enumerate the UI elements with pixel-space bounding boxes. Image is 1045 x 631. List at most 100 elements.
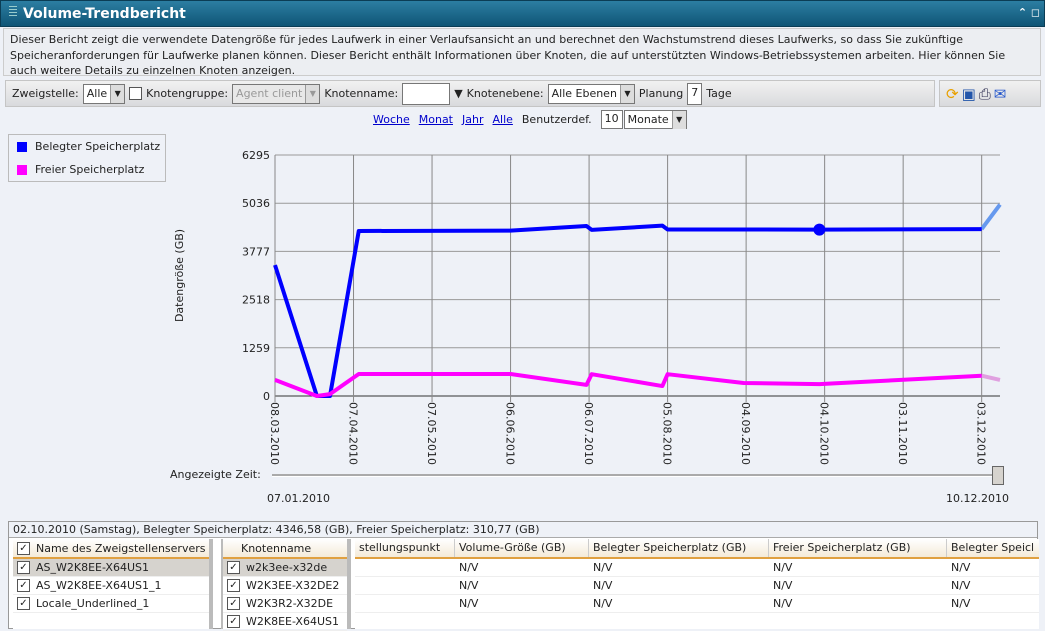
node-name: W2K3EE-X32DE2 <box>246 579 340 592</box>
server-checkbox[interactable]: ✓ <box>17 597 30 610</box>
details-cell: N/V <box>951 579 971 592</box>
zweigstelle-select[interactable]: Alle ▼ <box>82 83 126 104</box>
node-column-header[interactable]: Knotenname <box>241 541 312 555</box>
planung-input[interactable]: 7 <box>687 82 703 105</box>
details-cell: N/V <box>773 561 793 574</box>
details-column-header[interactable]: Belegter Speicherplatz (GB) <box>589 539 769 557</box>
node-checkbox[interactable]: ✓ <box>227 615 240 628</box>
knotenebene-select[interactable]: Alle Ebenen ▼ <box>547 83 635 104</box>
print-icon[interactable]: ⎙ <box>978 84 991 103</box>
unit-select[interactable]: Monate ▼ <box>623 110 687 129</box>
details-cell: N/V <box>459 561 479 574</box>
zweigstelle-label: Zweigstelle: <box>12 87 79 100</box>
time-end: 10.12.2010 <box>946 492 1009 505</box>
chevron-down-icon: ▼ <box>110 84 125 103</box>
details-cell: N/V <box>951 561 971 574</box>
node-row[interactable]: ✓ W2K3R2-X32DE <box>223 595 347 613</box>
node-checkbox[interactable]: ✓ <box>227 561 240 574</box>
details-column-header[interactable]: Freier Speicherplatz (GB) <box>769 539 947 557</box>
chart-legend: Belegter Speicherplatz Freier Speicherpl… <box>8 134 166 182</box>
details-panel: 02.10.2010 (Samstag), Belegter Speicherp… <box>8 521 1039 631</box>
details-row[interactable]: N/V N/V N/V N/V <box>355 595 1039 613</box>
refresh-icon[interactable]: ⟳ <box>946 84 959 103</box>
window-title: Volume-Trendbericht <box>23 6 186 22</box>
jahr-link[interactable]: Jahr <box>462 113 484 126</box>
node-row[interactable]: ✓ w2k3ee-x32de <box>223 559 347 577</box>
select-all-servers-checkbox[interactable]: ✓ <box>17 541 30 555</box>
status-line: 02.10.2010 (Samstag), Belegter Speicherp… <box>9 522 1037 538</box>
knotenname-dropdown-icon[interactable]: ▼ <box>454 87 463 100</box>
knotengruppe-select[interactable]: Agent client ▼ <box>232 83 321 104</box>
x-tick-label: 06.07.2010 <box>582 402 595 465</box>
legend-swatch <box>17 141 27 152</box>
time-slider-thumb[interactable] <box>992 466 1004 485</box>
details-cell: N/V <box>773 597 793 610</box>
server-checkbox[interactable]: ✓ <box>17 579 30 592</box>
y-axis-label: Datengröße (GB) <box>173 229 186 322</box>
node-checkbox[interactable]: ✓ <box>227 597 240 610</box>
details-cell: N/V <box>593 561 613 574</box>
node-row[interactable]: ✓ W2K8EE-X64US1 <box>223 613 347 631</box>
x-tick-label: 04.10.2010 <box>818 402 831 465</box>
monat-link[interactable]: Monat <box>418 113 453 126</box>
x-tick-label: 07.04.2010 <box>347 402 360 465</box>
woche-link[interactable]: Woche <box>373 113 410 126</box>
chevron-down-icon: ▼ <box>305 84 320 103</box>
action-toolbar: ⟳ ▣ ⎙ ✉ <box>939 80 1041 107</box>
y-tick-label: 2518 <box>242 294 270 307</box>
window-controls[interactable]: ⌃ ◻ <box>1017 6 1040 19</box>
alle-link[interactable]: Alle <box>492 113 513 126</box>
benutzerdef-input[interactable]: 10 <box>600 110 623 129</box>
knotengruppe-label: Knotengruppe: <box>146 87 229 100</box>
legend-label: Freier Speicherplatz <box>35 163 145 176</box>
series-line-1 <box>274 371 982 398</box>
details-cell: N/V <box>951 597 971 610</box>
x-tick-label: 03.12.2010 <box>975 402 988 465</box>
details-column-header[interactable]: Belegter Speicl <box>947 539 1039 557</box>
zweigstelle-value: Alle <box>86 87 108 100</box>
knotenebene-value: Alle Ebenen <box>551 87 617 100</box>
filter-toolbar: Zweigstelle: Alle ▼ Knotengruppe: Agent c… <box>5 80 935 107</box>
save-icon[interactable]: ▣ <box>961 84 976 103</box>
node-row[interactable]: ✓ W2K3EE-X32DE2 <box>223 577 347 595</box>
selected-point-marker <box>813 223 826 236</box>
planung-label: Planung <box>638 87 684 100</box>
node-checkbox[interactable]: ✓ <box>227 579 240 592</box>
trend-line-0 <box>980 203 1002 231</box>
details-row[interactable]: N/V N/V N/V N/V <box>355 559 1039 577</box>
details-row[interactable]: N/V N/V N/V N/V <box>355 577 1039 595</box>
knotenebene-label: Knotenebene: <box>466 87 544 100</box>
x-tick-label: 04.09.2010 <box>739 402 752 465</box>
server-row[interactable]: ✓ AS_W2K8EE-X64US1_1 <box>13 577 209 595</box>
node-name: W2K8EE-X64US1 <box>246 615 339 628</box>
node-name: W2K3R2-X32DE <box>246 597 334 610</box>
details-cell <box>355 577 455 594</box>
server-name: Locale_Underlined_1 <box>36 597 150 610</box>
benutzerdef-label: Benutzerdef. <box>521 113 592 126</box>
range-links: Woche Monat Jahr Alle Benutzerdef. 10 Mo… <box>373 110 687 129</box>
unit-value: Monate <box>627 113 669 126</box>
email-icon[interactable]: ✉ <box>993 84 1007 103</box>
details-column-header[interactable]: stellungspunkt <box>355 539 455 557</box>
server-row[interactable]: ✓ Locale_Underlined_1 <box>13 595 209 613</box>
y-tick-label: 5036 <box>242 197 270 210</box>
details-table: stellungspunkt Volume-Größe (GB) Belegter … <box>355 539 1039 629</box>
y-tick-label: 6295 <box>242 149 270 162</box>
time-slider-track[interactable] <box>272 474 1002 477</box>
details-cell: N/V <box>459 597 479 610</box>
knotenname-input[interactable] <box>402 82 451 105</box>
server-checkbox[interactable]: ✓ <box>17 561 30 574</box>
node-list: Knotenname ✓ w2k3ee-x32de ✓ W2K3EE-X32DE2 ✓ W… <box>221 539 351 631</box>
details-cell <box>355 559 455 576</box>
window-titlebar: Volume-Trendbericht ⌃ ◻ <box>0 0 1045 27</box>
legend-label: Belegter Speicherplatz <box>35 140 161 153</box>
server-row[interactable]: ✓ AS_W2K8EE-X64US1 <box>13 559 209 577</box>
node-name: w2k3ee-x32de <box>246 561 328 574</box>
details-column-header[interactable]: Volume-Größe (GB) <box>455 539 589 557</box>
server-list: ✓ Name des Zweigstellenservers ✓ AS_W2K8EE… <box>13 539 213 629</box>
time-label: Angezeigte Zeit: <box>170 468 261 481</box>
knotengruppe-checkbox[interactable] <box>129 87 143 100</box>
server-column-header[interactable]: Name des Zweigstellenservers <box>36 541 206 555</box>
legend-item-belegt: Belegter Speicherplatz <box>9 135 165 158</box>
y-tick-label: 3777 <box>242 245 270 258</box>
